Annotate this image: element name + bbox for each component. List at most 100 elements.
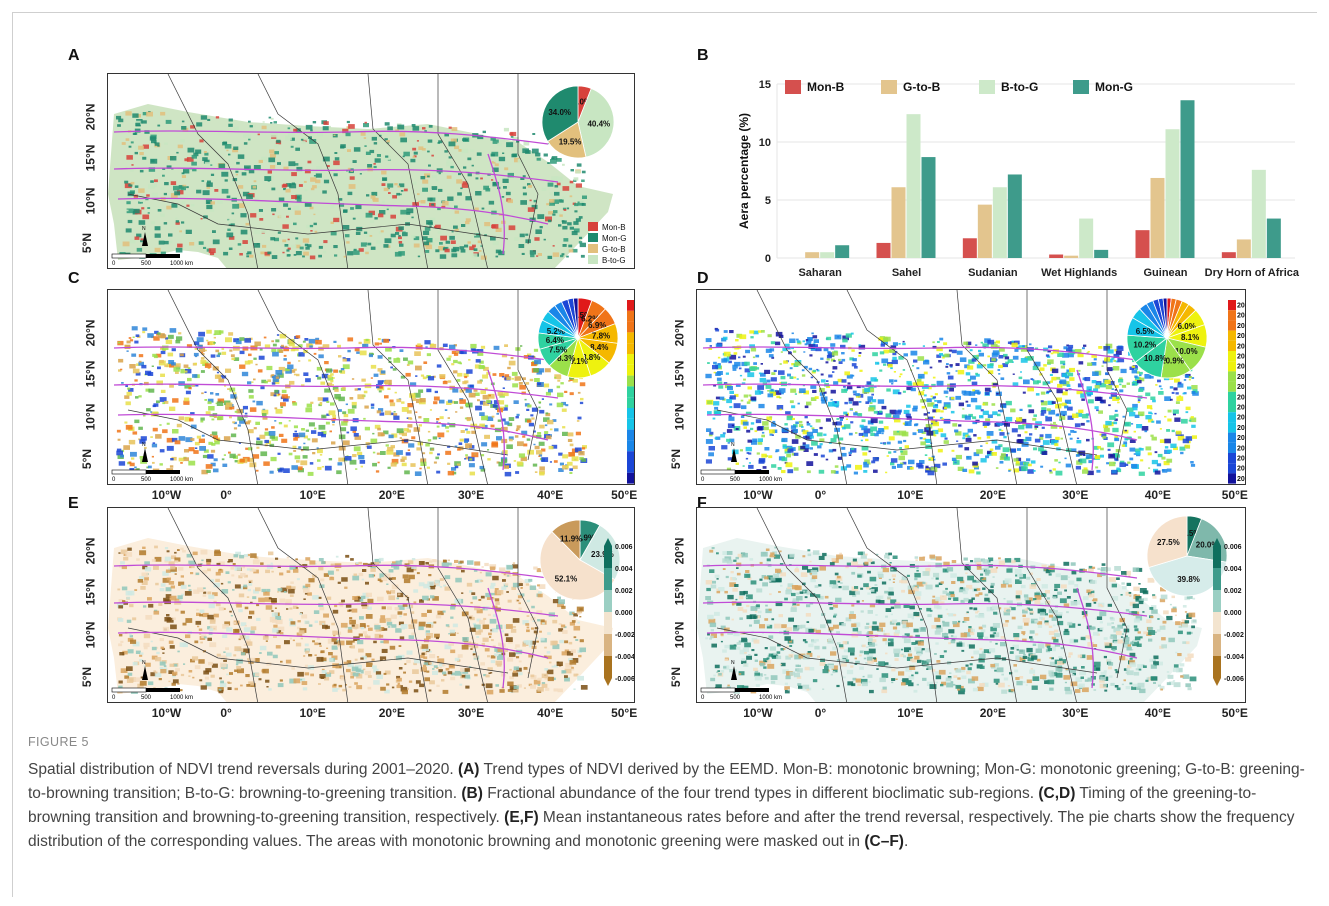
y-tick-label: 5°N (669, 666, 684, 687)
pie-slice (1146, 515, 1188, 568)
pie-slice (547, 121, 587, 159)
country-borders (127, 74, 539, 268)
svg-text:0: 0 (112, 477, 116, 483)
bar (1165, 129, 1180, 258)
pie-label: 10.0% (1175, 347, 1198, 356)
country-borders (716, 290, 1128, 484)
pie-label: 10.8% (1144, 354, 1167, 363)
bar (876, 242, 891, 258)
landmass (697, 320, 1202, 484)
bioclimatic-boundaries (702, 346, 1148, 471)
pie-slice (572, 297, 579, 339)
bar (1064, 255, 1079, 258)
map-svg: 0 500 1000 kmN7.9%23.9%52.1%11.9%0.0060.00… (108, 508, 634, 702)
y-tick-label: 10 (759, 137, 771, 149)
legend-item: Mon-B (807, 80, 845, 94)
y-tick-label: 15°N (83, 578, 98, 606)
colorbar-tick: -0.006 (1224, 676, 1244, 683)
x-tick-label: 50°E (1221, 488, 1248, 502)
x-tick-label: 50°E (1221, 706, 1248, 720)
legend-a: Mon-B Mon-G G-to-B B-to-G (588, 222, 626, 265)
bar (1236, 239, 1251, 258)
bar (1007, 174, 1022, 258)
legend-swatch (1073, 80, 1089, 94)
x-tick-label: 10°E (299, 488, 326, 502)
x-tick-label: 10°W (743, 706, 773, 720)
bar (921, 157, 936, 258)
pie-label: 27.5% (1157, 538, 1180, 547)
colorbar-tick: 0.000 (1224, 610, 1242, 617)
x-tick-label: 10°E (897, 706, 924, 720)
legend-item: G-to-B (903, 80, 941, 94)
colorbar-tick: 2014 (1237, 354, 1245, 361)
bioclimatic-boundaries (702, 564, 1148, 689)
svg-text:0: 0 (701, 477, 705, 483)
pie-slice (541, 85, 579, 142)
x-tick-label: 20°E (979, 488, 1006, 502)
north-arrow-icon: N (142, 660, 148, 680)
x-tick-label: Wet Highlands (1041, 267, 1117, 279)
caption-segment: Spatial distribution of NDVI trend rever… (28, 761, 458, 778)
colorbar-tick: 2017 (1237, 323, 1245, 330)
pie-label: 5.2% (547, 327, 565, 336)
map-panel-e: 0 500 1000 km N 7.9% 23.9% 52.1% 11.9% 0.006 0.00… (107, 507, 635, 703)
x-tick-label: 10°E (897, 488, 924, 502)
bar (805, 252, 820, 258)
map-speckle-layer (705, 546, 1197, 695)
y-tick-label: 5 (765, 195, 771, 207)
svg-text:0: 0 (112, 261, 116, 267)
bar (977, 204, 992, 258)
x-tick-label: 30°E (1062, 488, 1089, 502)
pie-label: 7.8% (592, 331, 610, 340)
colorbar-tick: -0.004 (1224, 654, 1244, 661)
y-tick-label: 10°N (83, 403, 98, 431)
colorbar-tick: 2002 (1237, 476, 1245, 483)
panel-label-a: A (68, 47, 80, 64)
x-tick-label: 0° (220, 488, 232, 502)
y-tick-label: 10°N (672, 403, 687, 431)
y-tick-label: 5°N (669, 448, 684, 469)
colorbar-tick: 2012 (1237, 374, 1245, 381)
colorbar-tick: 2006 (1237, 435, 1245, 442)
bar (1094, 249, 1109, 258)
caption-segment: Trend types of NDVI derived by the EEMD.… (28, 761, 1305, 802)
scale-bar: 0 500 1000 km (111, 469, 193, 483)
pie-label: 20.0% (1196, 540, 1219, 549)
north-arrow-icon: N (142, 442, 148, 462)
map-svg: 0 500 1000 kmN5.5%20.0%39.8%27.5%0.0060.00… (697, 508, 1245, 702)
x-tick-label: 40°E (1144, 706, 1171, 720)
pie-label: 5.5% (573, 311, 591, 320)
x-tick-label: 40°E (537, 488, 564, 502)
pie-label: 11.9% (560, 535, 582, 544)
pie-label: 8.8% (582, 353, 600, 362)
bar (906, 114, 921, 258)
pie-label: 52.1% (555, 574, 578, 583)
map-panel-d: 0 500 1000 km N 6.0% 8.1% 10.0% 10.9% 10.8% 10.2%… (696, 289, 1246, 485)
pie-label: 19.5% (559, 137, 582, 146)
pie-label: 6.5% (1136, 327, 1154, 336)
y-tick-label: 15°N (672, 360, 687, 388)
caption-segment: (E,F) (504, 809, 539, 826)
y-tick-label: 0 (765, 253, 771, 265)
pie-label: 6.0% (573, 97, 591, 106)
svg-text:N: N (731, 442, 735, 448)
y-tick-label: 20°N (83, 319, 98, 347)
pie-label: 40.4% (587, 120, 610, 129)
bar (891, 187, 906, 258)
svg-text:N: N (142, 226, 146, 232)
pie-slice (1162, 297, 1168, 339)
colorbar-tick: 2010 (1237, 394, 1245, 401)
x-tick-label: 40°E (537, 706, 564, 720)
colorbar-tick: 0.002 (615, 588, 633, 595)
scale-bar: 0 500 1000 km (111, 253, 193, 267)
svg-text:1000 km: 1000 km (170, 261, 193, 267)
scale-bar: 0 500 1000 km (111, 687, 193, 701)
caption-segment: Timing of the greening-to-browning trans… (28, 785, 1257, 826)
bar (962, 238, 977, 258)
pie-label: 39.8% (1177, 575, 1200, 584)
caption-segment: (A) (457, 761, 480, 778)
pie-slice (551, 519, 581, 561)
frame-top-rule (12, 12, 1317, 13)
y-tick-label: 20°N (83, 103, 98, 131)
